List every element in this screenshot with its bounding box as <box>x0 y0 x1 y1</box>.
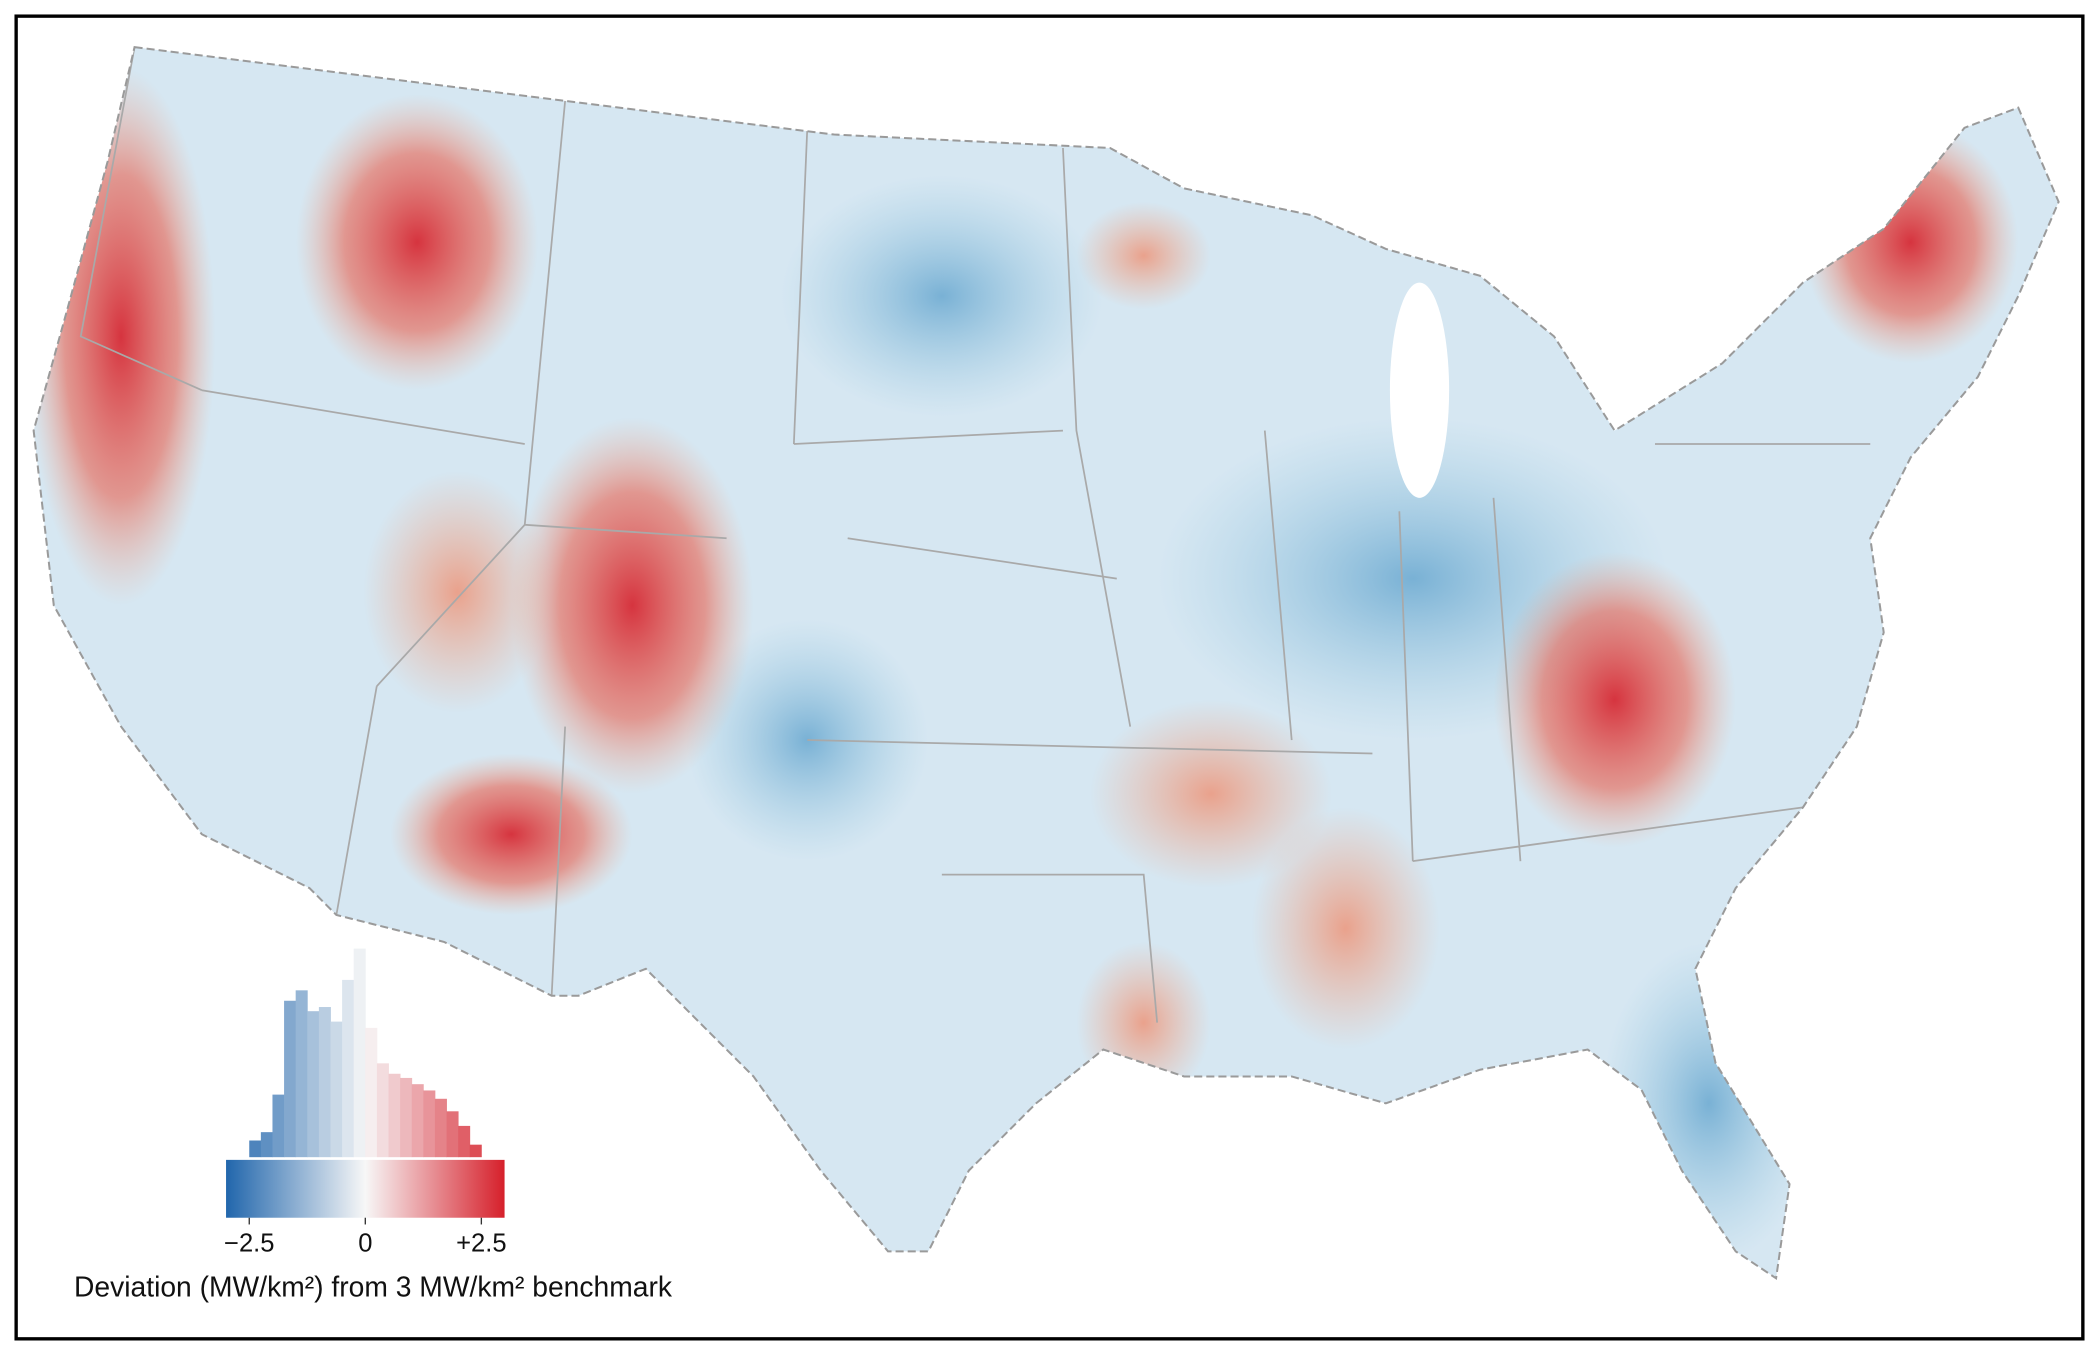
histogram-bar <box>284 1000 297 1158</box>
tick-label: +2.5 <box>456 1229 506 1257</box>
us-outline <box>32 45 2060 1281</box>
histogram-bar <box>388 1073 401 1158</box>
histogram-bar <box>307 1011 320 1158</box>
legend-title: Deviation (MW/km²) from 3 MW/km² benchma… <box>74 1271 673 1303</box>
histogram-bar <box>423 1090 436 1158</box>
tick-label: −2.5 <box>224 1229 274 1257</box>
histogram-bar <box>434 1098 447 1158</box>
legend: Deviation (MW/km²) from 3 MW/km² benchma… <box>74 948 673 1303</box>
histogram-bar <box>260 1132 273 1158</box>
histogram-bar <box>469 1144 482 1158</box>
tick-label: 0 <box>358 1229 372 1257</box>
histogram-bar <box>342 979 355 1158</box>
histogram-bar <box>330 1021 343 1158</box>
histogram-bar <box>365 1027 378 1158</box>
histogram-bar <box>318 1007 331 1158</box>
histogram-bar <box>249 1140 262 1158</box>
histogram-bar <box>411 1084 424 1158</box>
histogram-bar <box>400 1077 413 1158</box>
histogram-bar <box>353 948 366 1158</box>
color-bar <box>226 1159 505 1218</box>
histogram-bar <box>446 1111 459 1158</box>
histogram-bar <box>295 990 308 1158</box>
histogram-bar <box>272 1094 285 1158</box>
histogram-bar <box>458 1125 471 1158</box>
histogram-bar <box>376 1063 389 1158</box>
